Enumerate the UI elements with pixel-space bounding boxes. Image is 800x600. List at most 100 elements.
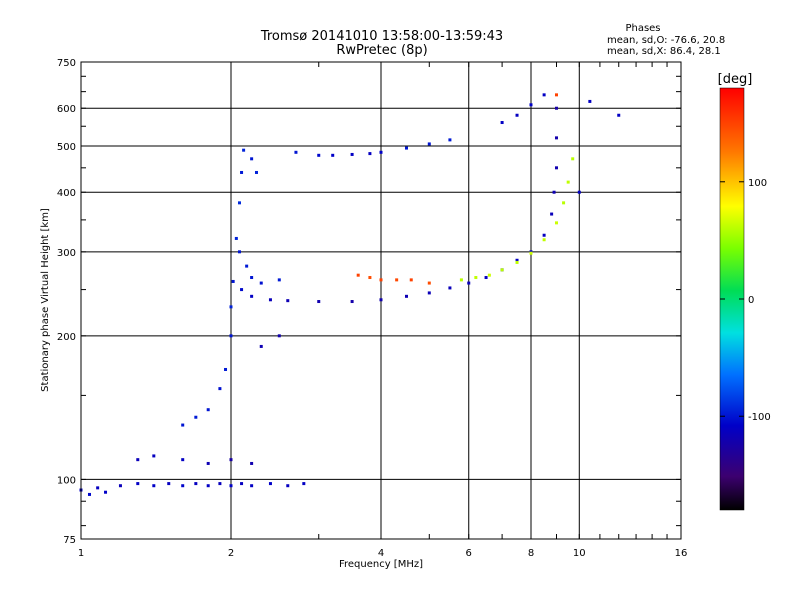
data-point	[487, 273, 491, 277]
data-point	[542, 93, 546, 97]
x-tick-label: 1	[78, 548, 84, 559]
data-point	[554, 93, 558, 97]
data-point	[250, 276, 254, 280]
data-point	[277, 334, 281, 338]
data-point	[206, 461, 210, 465]
x-tick-label: 8	[528, 548, 534, 559]
x-tick-label: 10	[573, 548, 586, 559]
data-point	[242, 148, 246, 152]
data-point	[331, 153, 335, 157]
data-point	[277, 278, 281, 282]
data-point	[245, 264, 249, 268]
data-point	[409, 278, 413, 282]
data-point	[562, 201, 566, 205]
x-axis-label: Frequency [MHz]	[339, 559, 423, 570]
data-point	[268, 298, 272, 302]
chart-subtitle: RwPretec (8p)	[336, 43, 427, 58]
data-point	[152, 484, 156, 488]
colorbar-tick-label: 100	[748, 178, 767, 189]
data-point	[350, 300, 354, 304]
data-point	[250, 294, 254, 298]
data-point	[577, 190, 581, 194]
colorbar-ticks: -100 0 100	[720, 178, 771, 423]
data-point	[229, 305, 233, 309]
data-point	[224, 367, 228, 371]
data-point	[206, 484, 210, 488]
data-point	[379, 298, 383, 302]
data-point	[229, 334, 233, 338]
phases-line-x: mean, sd,X: 86.4, 28.1	[607, 46, 721, 57]
axis-ticks: 1 2 4 6 8 10 16 75 100 200 300 400 500 600 750	[57, 58, 687, 559]
data-point	[515, 258, 519, 262]
data-point	[167, 482, 171, 486]
data-point	[395, 278, 399, 282]
data-point	[542, 233, 546, 237]
data-point	[136, 458, 140, 462]
data-point	[181, 458, 185, 462]
data-point	[542, 238, 546, 242]
data-point	[237, 250, 241, 254]
y-tick-label: 500	[57, 142, 76, 153]
data-point	[515, 260, 519, 264]
chart-title: Tromsø 20141010 13:58:00-13:59:43	[260, 29, 503, 44]
colorbar-label: [deg]	[718, 72, 753, 87]
data-point	[550, 212, 554, 216]
data-point	[566, 180, 570, 184]
data-point	[118, 484, 122, 488]
data-point	[218, 482, 222, 486]
data-point	[218, 387, 222, 391]
data-point	[250, 484, 254, 488]
data-point	[268, 482, 272, 486]
y-tick-label: 100	[57, 475, 76, 486]
data-point	[237, 201, 241, 205]
x-tick-label: 2	[228, 548, 234, 559]
data-point	[356, 273, 360, 277]
data-point	[554, 106, 558, 110]
data-point	[379, 150, 383, 154]
y-tick-label: 600	[57, 104, 76, 115]
data-point	[234, 236, 238, 240]
data-point	[250, 461, 254, 465]
colorbar-tick-label: 0	[748, 295, 754, 306]
data-point	[259, 281, 263, 285]
y-tick-label: 300	[57, 248, 76, 259]
data-point	[317, 153, 321, 157]
data-point	[459, 278, 463, 282]
data-point	[317, 300, 321, 304]
data-point	[136, 482, 140, 486]
y-tick-label: 750	[57, 58, 76, 69]
data-point	[617, 113, 621, 117]
data-point	[588, 99, 592, 103]
data-point	[96, 486, 100, 490]
data-point	[181, 423, 185, 427]
data-point	[229, 458, 233, 462]
data-point	[181, 484, 185, 488]
grid-lines	[81, 62, 681, 539]
data-point	[250, 157, 254, 161]
data-point	[571, 157, 575, 161]
data-point	[240, 288, 244, 292]
data-point	[206, 408, 210, 412]
data-point	[286, 484, 290, 488]
data-point	[500, 268, 504, 272]
phases-line-o: mean, sd,O: -76.6, 20.8	[607, 35, 725, 46]
data-point	[240, 482, 244, 486]
data-point	[529, 103, 533, 107]
data-point	[368, 276, 372, 280]
data-point	[515, 113, 519, 117]
data-points	[79, 93, 621, 496]
data-point	[229, 484, 233, 488]
data-point	[474, 276, 478, 280]
data-point	[448, 138, 452, 142]
data-point	[448, 286, 452, 290]
x-tick-label: 4	[378, 548, 384, 559]
data-point	[554, 221, 558, 225]
data-point	[240, 170, 244, 174]
data-point	[231, 279, 235, 283]
data-point	[302, 482, 306, 486]
x-tick-label: 6	[466, 548, 472, 559]
data-point	[484, 276, 488, 280]
data-point	[500, 121, 504, 125]
data-point	[350, 152, 354, 156]
